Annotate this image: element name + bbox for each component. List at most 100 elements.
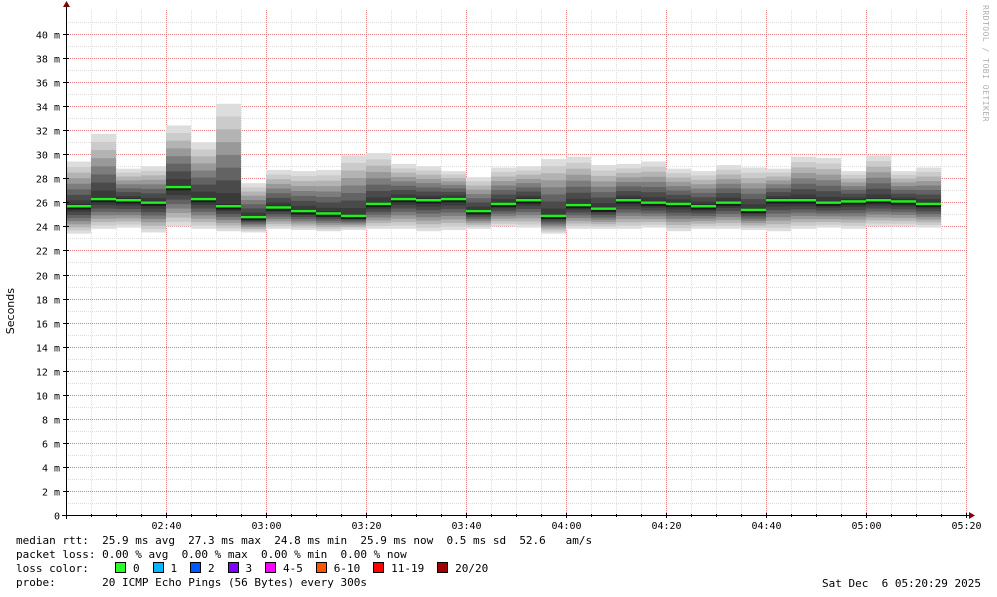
- median-rtt-point: [291, 209, 316, 213]
- median-rtt-point: [66, 204, 91, 208]
- loss-color-swatch: [437, 562, 449, 573]
- median-rtt-point: [691, 204, 716, 208]
- median-rtt-point: [541, 214, 566, 218]
- smoke-band: [341, 208, 366, 219]
- median-rtt-point: [891, 200, 916, 203]
- loss-color-item: 0: [89, 562, 140, 575]
- smoke-column: [516, 166, 541, 228]
- loss-color-item: 11-19: [360, 562, 424, 575]
- smoke-column: [641, 161, 666, 228]
- y-tick-label: 34 m: [36, 103, 60, 114]
- median-rtt-point: [316, 212, 341, 215]
- median-rtt-point: [266, 206, 291, 209]
- rrdtool-watermark: RRDTOOL / TOBI OETIKER: [981, 5, 990, 122]
- median-rtt-point: [466, 209, 491, 213]
- smoke-column: [366, 153, 391, 229]
- x-tick-label: 03:40: [451, 521, 481, 532]
- loss-color-text: 1: [163, 562, 178, 575]
- y-tick-label: 30 m: [36, 151, 60, 162]
- y-tick-label: 0: [54, 512, 60, 523]
- x-tick-label: 04:40: [751, 521, 781, 532]
- median-rtt-point: [216, 204, 241, 208]
- legend-probe: probe: 20 ICMP Echo Pings (56 Bytes) eve…: [16, 576, 367, 590]
- smoke-column: [541, 159, 566, 234]
- loss-color-item: 2: [177, 562, 215, 575]
- median-rtt-point: [566, 203, 591, 207]
- y-tick-label: 2 m: [42, 488, 60, 499]
- median-rtt-point: [191, 197, 216, 201]
- smoke-column: [766, 168, 791, 232]
- x-tick-label: 05:00: [851, 521, 881, 532]
- median-rtt-point: [591, 207, 616, 210]
- loss-color-text: 4-5: [276, 562, 303, 575]
- x-tick-label: 02:40: [151, 521, 181, 532]
- y-axis-label: Seconds: [4, 288, 17, 335]
- y-tick-label: 8 m: [42, 416, 60, 427]
- y-axis-arrow: [63, 1, 70, 7]
- smoke-column: [241, 183, 266, 233]
- median-rtt-point: [241, 215, 266, 219]
- smoke-column: [816, 157, 841, 228]
- median-rtt-point: [341, 214, 366, 218]
- smoke-column: [791, 156, 816, 229]
- smoke-column: [891, 171, 916, 227]
- smoke-column: [341, 155, 366, 231]
- smoke-column: [466, 177, 491, 229]
- median-rtt-point: [766, 198, 791, 202]
- smoke-column: [666, 168, 691, 232]
- loss-color-item: 20/20: [424, 562, 488, 575]
- y-tick-label: 26 m: [36, 199, 60, 210]
- legend-loss-color: loss color: 0 1 2 3 4-5 6-10 11-19 20/20: [16, 562, 488, 576]
- y-tick-label: 16 m: [36, 320, 60, 331]
- median-rtt-point: [616, 198, 641, 202]
- smoke-column: [291, 171, 316, 231]
- median-rtt-point: [816, 201, 841, 204]
- median-rtt-point: [641, 201, 666, 204]
- loss-color-text: 2: [201, 562, 215, 575]
- loss-color-swatch: [373, 562, 385, 573]
- y-tick-label: 24 m: [36, 223, 60, 234]
- smoke-column: [391, 163, 416, 229]
- loss-color-text: 20/20: [448, 562, 489, 575]
- median-rtt-point: [916, 202, 941, 206]
- median-rtt-point: [666, 202, 691, 206]
- median-rtt-point: [166, 185, 191, 189]
- median-rtt-point: [741, 208, 766, 212]
- smoke-column: [566, 156, 591, 229]
- legend-median-rtt: median rtt: 25.9 ms avg 27.3 ms max 24.8…: [16, 534, 593, 547]
- smoke-column: [841, 171, 866, 229]
- x-tick-label: 03:20: [351, 521, 381, 532]
- loss-color-swatch: [316, 562, 328, 573]
- smoke-column: [191, 142, 216, 229]
- smoke-column: [416, 166, 441, 232]
- smoke-column: [316, 169, 341, 232]
- median-rtt-point: [516, 198, 541, 202]
- y-tick-label: 10 m: [36, 392, 60, 403]
- median-rtt-point: [791, 198, 816, 202]
- x-tick-label: 04:00: [551, 521, 581, 532]
- legend-packet-loss: packet loss: 0.00 % avg 0.00 % max 0.00 …: [16, 548, 407, 561]
- median-rtt-point: [116, 198, 141, 202]
- smoke-column: [216, 103, 241, 232]
- smoke-column: [591, 165, 616, 229]
- smoke-column: [441, 171, 466, 231]
- loss-color-item: 1: [140, 562, 178, 575]
- smoke-column: [916, 167, 941, 228]
- loss-color-item: 6-10: [303, 562, 360, 575]
- loss-color-swatch: [115, 562, 127, 573]
- median-rtt-point: [841, 200, 866, 203]
- y-tick-label: 40 m: [36, 31, 60, 42]
- median-rtt-point: [491, 202, 516, 206]
- loss-color-text: 3: [238, 562, 253, 575]
- x-tick-label: 05:20: [951, 521, 981, 532]
- y-tick-label: 38 m: [36, 55, 60, 66]
- smoke-column: [266, 169, 291, 229]
- graph-timestamp: Sat Dec 6 05:20:29 2025: [822, 577, 981, 590]
- y-tick-label: 36 m: [36, 79, 60, 90]
- smoke-column: [691, 171, 716, 229]
- smoke-column: [66, 161, 91, 234]
- median-rtt-point: [391, 197, 416, 201]
- y-tick-label: 22 m: [36, 247, 60, 258]
- median-rtt-point: [366, 202, 391, 206]
